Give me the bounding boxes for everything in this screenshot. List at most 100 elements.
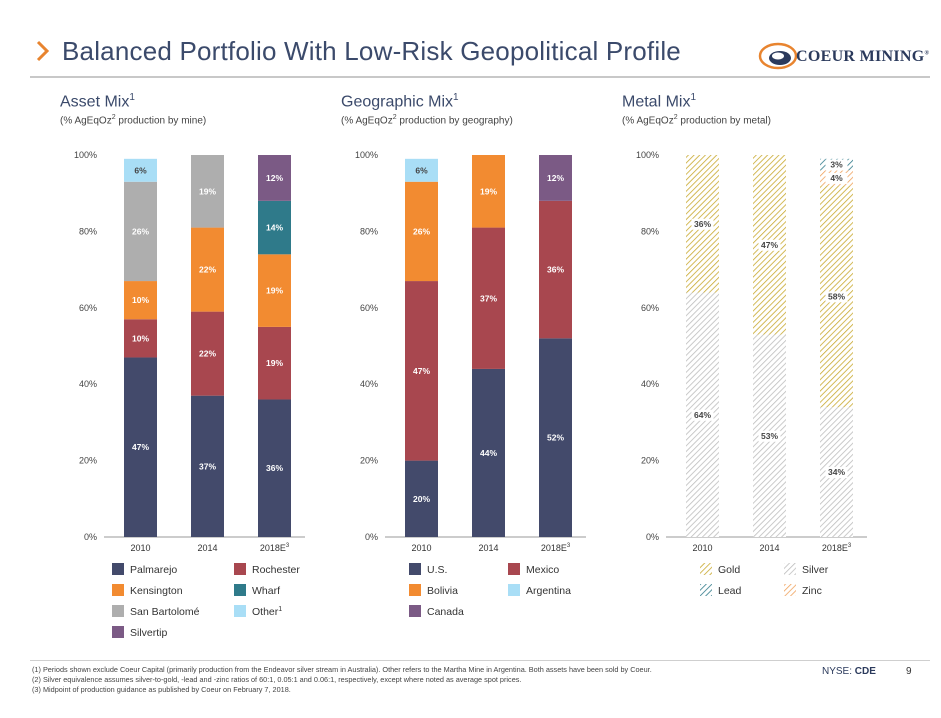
panel-title-metal-mix: Metal Mix1	[622, 92, 697, 111]
y-tick-label: 40%	[360, 379, 378, 389]
ticker-symbol: NYSE: CDE	[822, 666, 876, 677]
data-label-rochester-2014: 22%	[199, 349, 216, 359]
logo-text: COEUR MINING®	[796, 48, 930, 65]
page-number: 9	[906, 666, 912, 677]
legend-label-silver: Silver	[802, 564, 829, 576]
footnote-3: (3) Midpoint of production guidance as p…	[32, 685, 291, 694]
page-title: Balanced Portfolio With Low-Risk Geopoli…	[62, 36, 681, 66]
x-tick-label: 2014	[197, 543, 217, 553]
data-label-kensington-2010: 10%	[132, 295, 149, 305]
legend-swatch-wharf	[234, 584, 246, 596]
data-label-palmarejo-2018e: 36%	[266, 463, 283, 473]
bar-mexico-2018e	[539, 200, 572, 339]
data-label-silver-2014: 53%	[761, 431, 778, 441]
chevron-right-icon	[36, 40, 50, 62]
x-tick-label-sup: 3	[286, 543, 290, 549]
bar-kensington-2018e	[258, 254, 291, 327]
data-label-bg	[691, 218, 714, 230]
y-tick-label: 40%	[79, 379, 97, 389]
legend-label-other: Other1	[252, 606, 282, 618]
legend-swatch-bolivia	[409, 584, 421, 596]
data-label-canada-2018e: 12%	[547, 173, 564, 183]
data-label-bg	[758, 239, 781, 251]
legend-swatch-u-s	[409, 563, 421, 575]
y-tick-label: 60%	[79, 303, 97, 313]
x-tick-label-sup: 3	[848, 543, 852, 549]
legend-label-rochester: Rochester	[252, 564, 300, 576]
header-divider	[30, 76, 930, 78]
bar-mexico-2014	[472, 227, 505, 369]
bar-palmarejo-2010	[124, 357, 157, 537]
legend-label-lead: Lead	[718, 585, 742, 597]
y-tick-label: 100%	[355, 150, 378, 160]
data-label-rochester-2010: 10%	[132, 333, 149, 343]
footnote-2: (2) Silver equivalence assumes silver-to…	[32, 675, 522, 684]
legend-swatch-other	[234, 605, 246, 617]
y-tick-label: 60%	[641, 303, 659, 313]
data-label-gold-2014: 47%	[761, 240, 778, 250]
x-tick-label-sup: 3	[567, 543, 571, 549]
y-tick-label: 80%	[360, 226, 378, 236]
y-tick-label: 100%	[636, 150, 659, 160]
data-label-bg	[825, 467, 848, 479]
y-tick-label: 20%	[360, 456, 378, 466]
x-tick-label: 2014	[759, 543, 779, 553]
legend-swatch-silvertip	[112, 626, 124, 638]
data-label-bg	[825, 291, 848, 303]
bar-rochester-2018e	[258, 326, 291, 400]
data-label-u-s-2014: 44%	[480, 448, 497, 458]
charts-canvas: 0%20%40%60%80%100%47%10%10%26%6%201037%2…	[74, 150, 867, 639]
bar-kensington-2010	[124, 281, 157, 320]
legend-swatch-kensington	[112, 584, 124, 596]
chart-2: 0% 20% 40% 60% 80% 100% 20% 47% 26% 6% 2010 44% 37% 1…	[355, 150, 586, 618]
data-label-bg	[825, 159, 848, 171]
bar-mexico-2010	[405, 281, 438, 461]
bar-bolivia-2014	[472, 155, 505, 228]
legend-label-zinc: Zinc	[802, 585, 822, 597]
panel-subtitle-geographic-mix: (% AgEqOz2 production by geography)	[341, 114, 513, 127]
panel-title-geographic-mix: Geographic Mix1	[341, 92, 459, 111]
y-tick-label: 80%	[641, 226, 659, 236]
data-label-silver-2018e: 34%	[828, 467, 845, 477]
chart-1: 0% 20% 40% 60% 80% 100% 47% 10% 10% 26% 6% 2010 37% 2…	[74, 150, 305, 639]
legend-swatch-silver	[784, 563, 796, 575]
x-tick-label: 2010	[130, 543, 150, 553]
data-label-bg	[758, 430, 781, 442]
data-label-palmarejo-2010: 47%	[132, 442, 149, 452]
y-tick-label: 0%	[84, 532, 97, 542]
legend-label-canada: Canada	[427, 606, 464, 618]
y-tick-label: 100%	[74, 150, 97, 160]
data-label-gold-2010: 36%	[694, 219, 711, 229]
data-label-palmarejo-2014: 37%	[199, 461, 216, 471]
data-label-san-bartolom-2010: 26%	[132, 226, 149, 236]
data-label-mexico-2010: 47%	[413, 366, 430, 376]
bar-wharf-2018e	[258, 200, 291, 255]
panel-subtitle-metal-mix: (% AgEqOz2 production by metal)	[622, 114, 771, 127]
data-label-u-s-2010: 20%	[413, 494, 430, 504]
data-label-zinc-2018e: 4%	[830, 173, 843, 183]
legend-swatch-mexico	[508, 563, 520, 575]
legend-label-gold: Gold	[718, 564, 740, 576]
bar-other-2010	[124, 158, 157, 182]
legend-swatch-palmarejo	[112, 563, 124, 575]
bar-u-s-2010	[405, 460, 438, 537]
legend-label-palmarejo: Palmarejo	[130, 564, 177, 576]
data-label-san-bartolom-2014: 19%	[199, 186, 216, 196]
y-tick-label: 40%	[641, 379, 659, 389]
bar-silvertip-2018e	[258, 155, 291, 201]
data-label-gold-2018e: 58%	[828, 291, 845, 301]
data-label-silvertip-2018e: 12%	[266, 173, 283, 183]
x-tick-label: 2010	[411, 543, 431, 553]
bar-palmarejo-2018e	[258, 399, 291, 537]
data-label-bolivia-2014: 19%	[480, 186, 497, 196]
legend-swatch-san-bartolom	[112, 605, 124, 617]
legend-swatch-lead	[700, 584, 712, 596]
legend-swatch-argentina	[508, 584, 520, 596]
legend-swatch-rochester	[234, 563, 246, 575]
legend-label-u-s: U.S.	[427, 564, 447, 576]
bar-u-s-2018e	[539, 338, 572, 537]
bar-bolivia-2010	[405, 181, 438, 282]
x-tick-label: 2018E3	[822, 543, 852, 553]
legend-label-wharf: Wharf	[252, 585, 280, 597]
legend-label-silvertip: Silvertip	[130, 627, 168, 639]
